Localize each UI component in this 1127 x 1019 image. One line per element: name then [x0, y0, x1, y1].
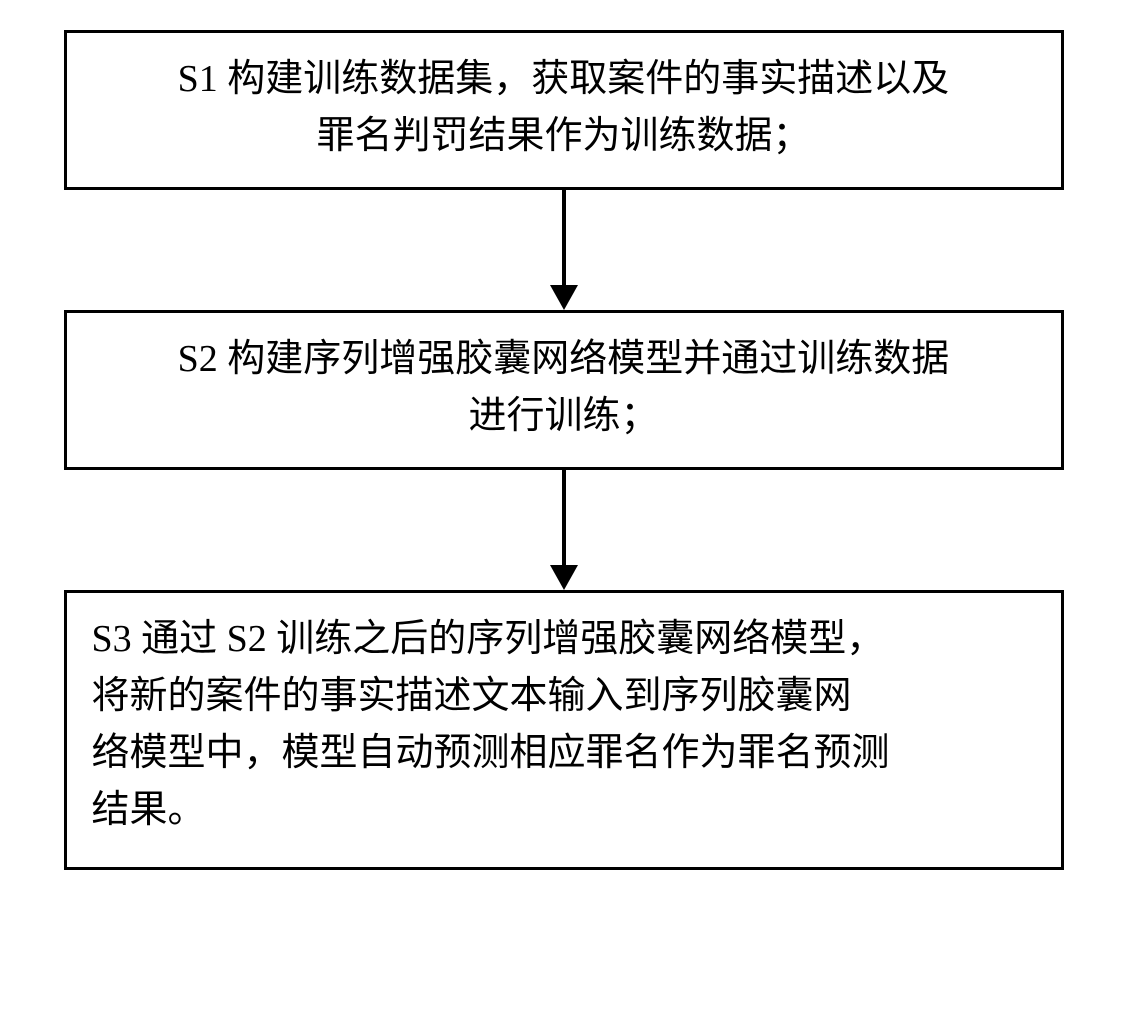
flowchart-node-s1: S1 构建训练数据集，获取案件的事实描述以及 罪名判罚结果作为训练数据；	[64, 30, 1064, 190]
arrow-line-icon	[562, 470, 566, 565]
node-s3-line3: 络模型中，模型自动预测相应罪名作为罪名预测	[92, 725, 1036, 782]
node-s1-line1: S1 构建训练数据集，获取案件的事实描述以及	[92, 51, 1036, 108]
node-s3-line2: 将新的案件的事实描述文本输入到序列胶囊网	[92, 668, 1036, 725]
flowchart-node-s2: S2 构建序列增强胶囊网络模型并通过训练数据 进行训练；	[64, 310, 1064, 470]
node-s1-line2: 罪名判罚结果作为训练数据；	[92, 108, 1036, 165]
arrow-head-icon	[550, 285, 578, 310]
node-s2-line2: 进行训练；	[92, 388, 1036, 445]
flowchart-container: S1 构建训练数据集，获取案件的事实描述以及 罪名判罚结果作为训练数据； S2 …	[60, 30, 1067, 870]
node-s2-line1: S2 构建序列增强胶囊网络模型并通过训练数据	[92, 331, 1036, 388]
flowchart-node-s3: S3 通过 S2 训练之后的序列增强胶囊网络模型， 将新的案件的事实描述文本输入…	[64, 590, 1064, 870]
arrow-s1-to-s2	[550, 190, 578, 310]
arrow-head-icon	[550, 565, 578, 590]
arrow-s2-to-s3	[550, 470, 578, 590]
arrow-line-icon	[562, 190, 566, 285]
node-s3-line4: 结果。	[92, 782, 1036, 839]
node-s3-line1: S3 通过 S2 训练之后的序列增强胶囊网络模型，	[92, 611, 1036, 668]
